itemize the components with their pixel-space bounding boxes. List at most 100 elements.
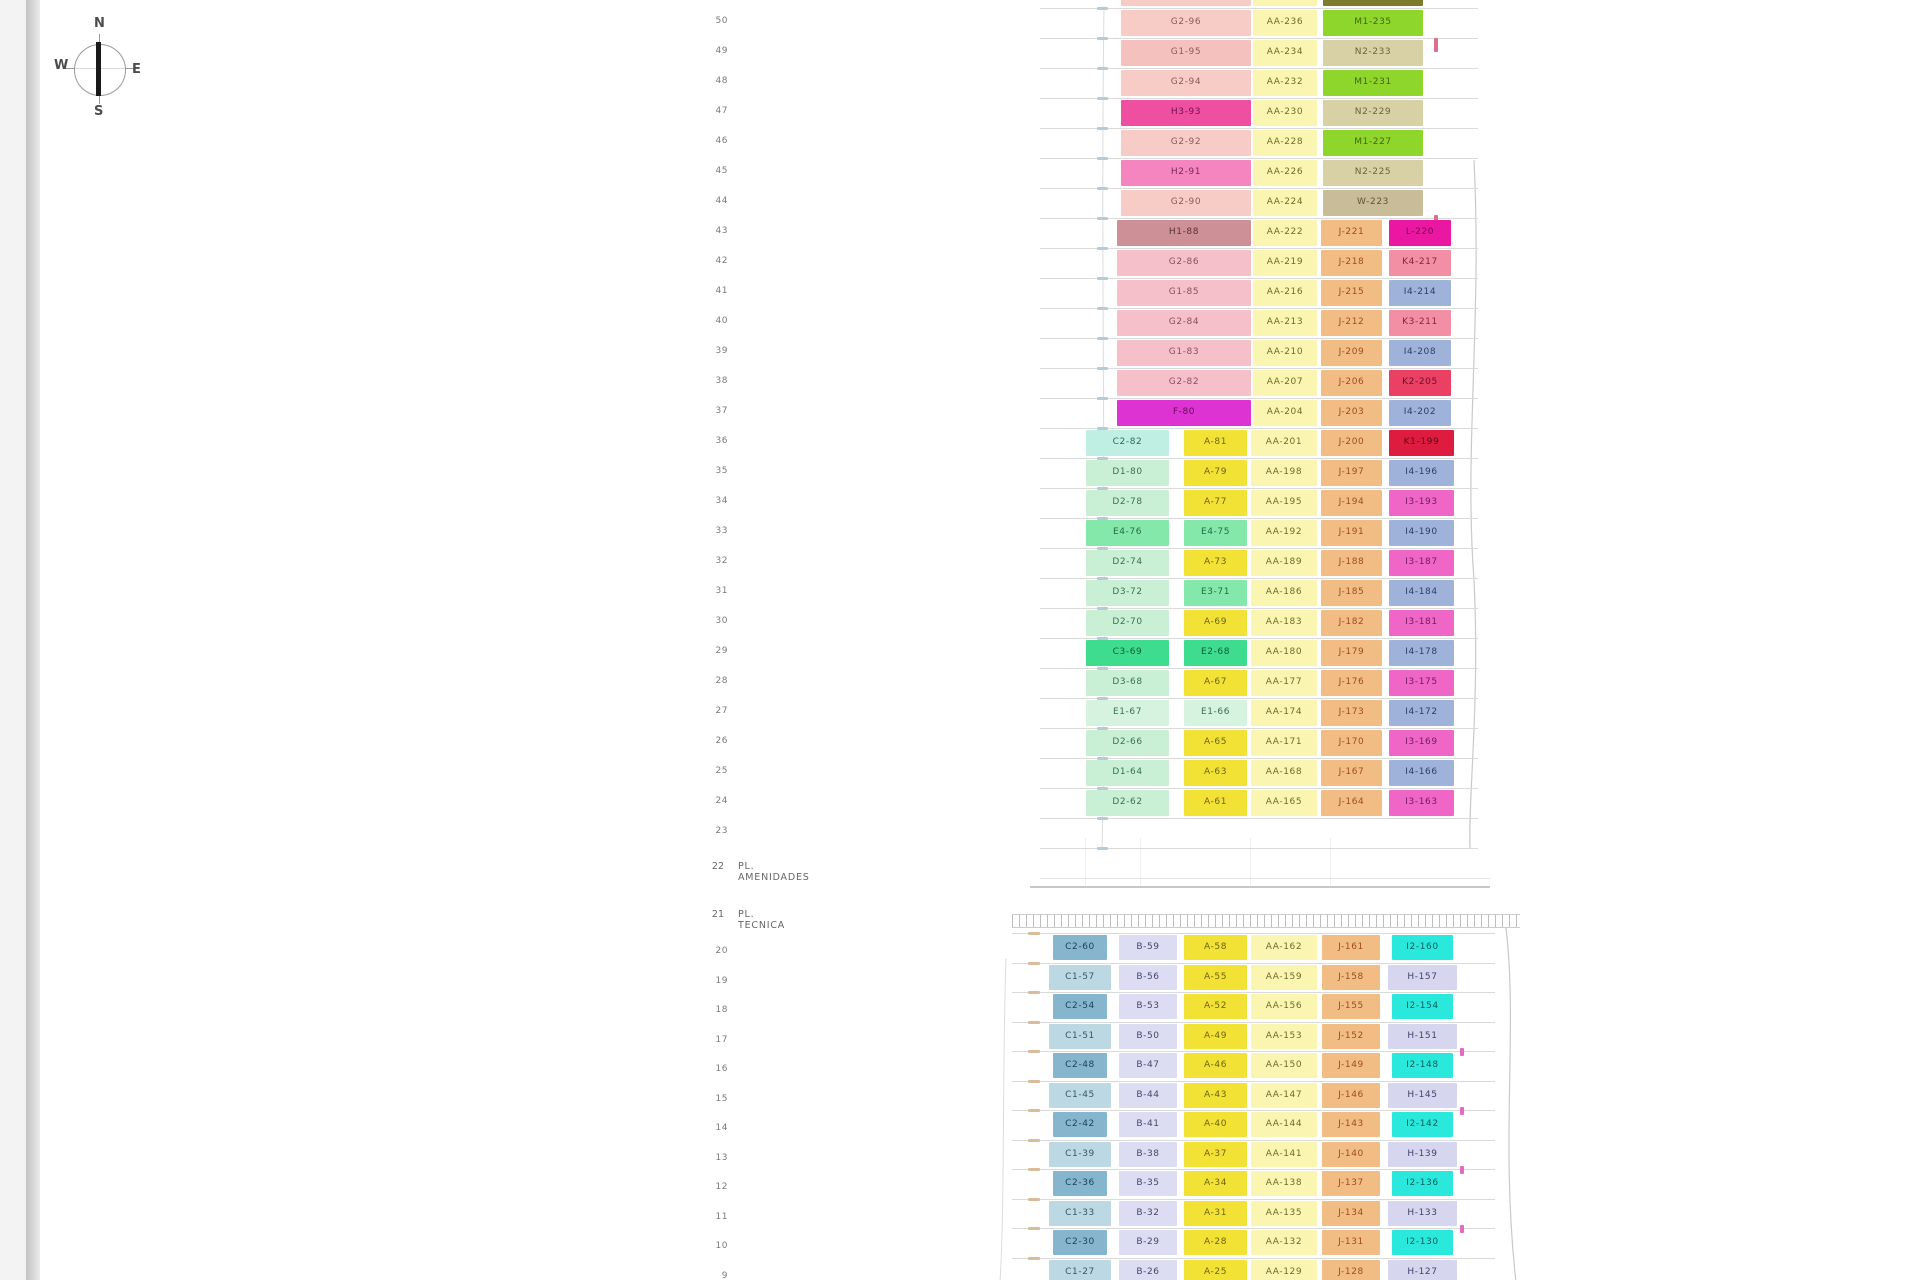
unit-cell: C2-54 [1053, 994, 1107, 1019]
compass-east-label: E [132, 62, 141, 77]
unit-cell: A-63 [1184, 760, 1247, 786]
unit-cell: AA-219 [1253, 250, 1317, 276]
floor-line [1012, 933, 1495, 934]
unit-cell: M1-227 [1323, 130, 1423, 156]
unit-cell: B-53 [1119, 994, 1177, 1019]
unit-cell: I3-169 [1389, 730, 1454, 756]
unit-cell: I2-130 [1392, 1230, 1453, 1255]
floor-tick [1028, 991, 1040, 994]
floor-line [1040, 8, 1478, 9]
unit-cell: H1-88 [1117, 220, 1251, 246]
floor-number: 50 [715, 16, 728, 26]
unit-cell: AA-204 [1253, 400, 1317, 426]
unit-cell: I4-190 [1389, 520, 1454, 546]
unit-cell: A-58 [1184, 935, 1247, 960]
floor-line [1040, 638, 1478, 639]
unit-cell: B-26 [1119, 1259, 1177, 1280]
floor-line [1012, 992, 1495, 993]
unit-cell: J-170 [1321, 730, 1382, 756]
unit-cell: G2-86 [1117, 250, 1251, 276]
floor-line [1040, 758, 1478, 759]
compass-north-label: N [94, 16, 105, 31]
unit-cell: D2-74 [1086, 550, 1169, 576]
unit-cell: J-164 [1321, 790, 1382, 816]
unit-cell: C1-27 [1049, 1259, 1111, 1280]
floor-number: 19 [715, 976, 728, 986]
floor-number: 47 [715, 106, 728, 116]
unit-cell: A-55 [1184, 964, 1247, 990]
floor-line [1040, 338, 1478, 339]
unit-cell: G2-92 [1121, 130, 1251, 156]
unit-cell: A-37 [1184, 1141, 1247, 1167]
floor-tick [1097, 157, 1108, 160]
floor-number: 27 [715, 706, 728, 716]
unit-cell: J-221 [1321, 220, 1382, 246]
unit-cell: K2-205 [1389, 370, 1451, 396]
floor-number: 17 [715, 1035, 728, 1045]
edge-mark [1460, 1166, 1464, 1174]
unit-cell: I2-148 [1392, 1053, 1453, 1078]
unit-cell: AA-226 [1253, 160, 1317, 186]
mezzanine-label: PL. TECNICA [738, 909, 786, 931]
unit-cell: C1-45 [1049, 1082, 1111, 1108]
unit-cell: I2-142 [1392, 1112, 1453, 1137]
floor-number: 23 [715, 826, 728, 836]
unit-cell: E3-71 [1184, 580, 1247, 606]
floor-line [1040, 38, 1478, 39]
floor-number: 33 [715, 526, 728, 536]
unit-cell: G1-97 [1121, 0, 1251, 6]
unit-cell: E4-76 [1086, 520, 1169, 546]
floor-number: 16 [715, 1064, 728, 1074]
unit-cell: B-47 [1119, 1053, 1177, 1078]
unit-cell: I4-172 [1389, 700, 1454, 726]
unit-cell: J-179 [1321, 640, 1382, 666]
unit-cell: D3-68 [1086, 670, 1169, 696]
floor-number: 49 [715, 46, 728, 56]
unit-cell: A-69 [1184, 610, 1247, 636]
unit-cell: J-155 [1322, 994, 1380, 1019]
unit-cell: A-43 [1184, 1082, 1247, 1108]
unit-cell: A-77 [1184, 490, 1247, 516]
unit-cell: AA-171 [1251, 730, 1317, 756]
floor-line [1012, 1140, 1495, 1141]
unit-cell: A-73 [1184, 550, 1247, 576]
floor-line [1012, 1081, 1495, 1082]
floor-tick [1097, 487, 1108, 490]
unit-cell: B-41 [1119, 1112, 1177, 1137]
floor-line [1040, 368, 1478, 369]
floor-number: 18 [715, 1005, 728, 1015]
floor-line [1040, 158, 1478, 159]
column-ghost-line [1140, 838, 1141, 886]
floor-number: 34 [715, 496, 728, 506]
unit-cell: J-131 [1322, 1230, 1380, 1255]
compass-needle-icon [96, 42, 101, 96]
unit-cell: A-52 [1184, 994, 1247, 1019]
unit-cell: J-167 [1321, 760, 1382, 786]
unit-cell: AA-222 [1253, 220, 1317, 246]
floor-number: 21 [711, 909, 724, 920]
unit-cell: AA-201 [1251, 430, 1317, 456]
unit-cell: J-128 [1322, 1259, 1380, 1280]
unit-cell: G1-85 [1117, 280, 1251, 306]
unit-cell: J-143 [1322, 1112, 1380, 1137]
unit-cell: W-223 [1323, 190, 1423, 216]
unit-cell: I4-196 [1389, 460, 1454, 486]
floor-tick [1097, 427, 1108, 430]
compass-west-label: W [54, 58, 69, 73]
floor-line [1040, 248, 1478, 249]
unit-cell: I2-154 [1392, 994, 1453, 1019]
unit-cell: J-158 [1322, 964, 1380, 990]
floor-number: 32 [715, 556, 728, 566]
floor-tick [1028, 1227, 1040, 1230]
floor-line [1012, 1258, 1495, 1259]
unit-cell: J-212 [1321, 310, 1382, 336]
floor-tick [1097, 247, 1108, 250]
column-ghost-line [1330, 838, 1331, 886]
floor-line [1040, 728, 1478, 729]
floor-number: 46 [715, 136, 728, 146]
unit-cell: J-149 [1322, 1053, 1380, 1078]
unit-cell: B-59 [1119, 935, 1177, 960]
floor-number: 40 [715, 316, 728, 326]
